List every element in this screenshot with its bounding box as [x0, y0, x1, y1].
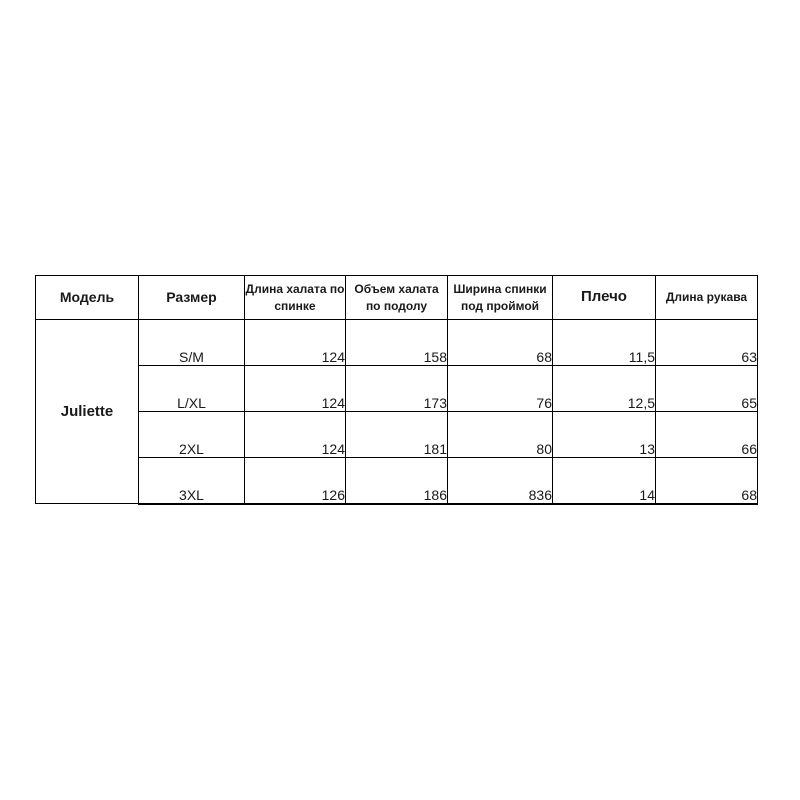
value-cell: 76 [447, 365, 553, 412]
value-cell: 11,5 [552, 319, 656, 366]
header-model: Модель [35, 275, 139, 320]
size-cell: 3XL [138, 457, 245, 505]
header-sleeve-length: Длина рукава [655, 275, 758, 320]
size-cell: 2XL [138, 411, 245, 458]
value-cell: 68 [655, 457, 758, 505]
header-back-length: Длина халата по спинке [244, 275, 346, 320]
value-cell: 173 [345, 365, 448, 412]
value-cell: 68 [447, 319, 553, 366]
value-cell: 181 [345, 411, 448, 458]
value-cell: 12,5 [552, 365, 656, 412]
header-back-width: Ширина спинки под проймой [447, 275, 553, 320]
table-header-row: Модель Размер Длина халата по спинке Объ… [35, 275, 758, 320]
size-chart-table: Модель Размер Длина халата по спинке Объ… [35, 275, 758, 505]
value-cell: 80 [447, 411, 553, 458]
value-cell: 158 [345, 319, 448, 366]
value-cell: 836 [447, 457, 553, 505]
size-cell: S/M [138, 319, 245, 366]
table-row: 2XL 124 181 80 13 66 [36, 411, 758, 458]
table-row: Juliette S/M 124 158 68 11,5 63 [35, 319, 758, 504]
value-cell: 13 [552, 411, 656, 458]
value-cell: 126 [244, 457, 346, 505]
model-name-cell: Juliette [35, 319, 139, 504]
value-cell: 63 [655, 319, 758, 366]
header-shoulder: Плечо [552, 275, 656, 320]
table-row: 3XL 126 186 836 14 68 [36, 457, 758, 505]
value-cell: 124 [244, 365, 346, 412]
value-cell: 124 [244, 411, 346, 458]
size-cell: L/XL [138, 365, 245, 412]
value-cell: 14 [552, 457, 656, 505]
value-cell: 186 [345, 457, 448, 505]
table-row: L/XL 124 173 76 12,5 65 [36, 365, 758, 412]
value-cell: 66 [655, 411, 758, 458]
value-cell: 65 [655, 365, 758, 412]
value-cell: 124 [244, 319, 346, 366]
header-size: Размер [138, 275, 245, 320]
header-hem-volume: Объем халата по подолу [345, 275, 448, 320]
